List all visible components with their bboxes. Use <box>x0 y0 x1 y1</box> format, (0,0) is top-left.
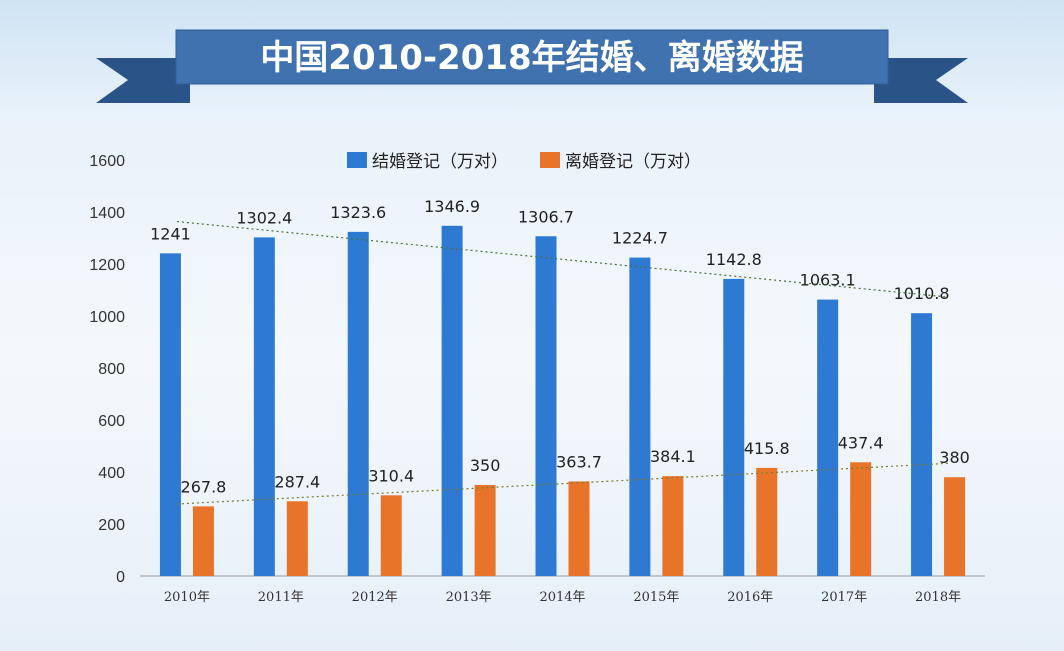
bar-marriage <box>535 236 557 576</box>
x-tick-label: 2011年 <box>258 590 304 605</box>
data-label-marriage: 1224.7 <box>612 229 668 248</box>
x-tick-label: 2017年 <box>821 590 867 605</box>
bar-divorce <box>286 501 308 576</box>
data-label-divorce: 437.4 <box>838 433 884 452</box>
x-tick-label: 2018年 <box>915 590 961 605</box>
legend-label-divorce: 离婚登记（万对） <box>565 152 701 172</box>
legend-swatch-divorce <box>540 152 560 168</box>
trendline-marriage <box>176 220 949 298</box>
banner-ribbon-left <box>96 58 190 103</box>
bar-chart: 0 200 400 600 800 1000 1200 1400 1600 结婚登记（万对） 离婚登… <box>89 152 985 605</box>
data-label-marriage: 1063.1 <box>800 271 856 290</box>
bar-divorce <box>944 477 966 576</box>
x-tick-label: 2010年 <box>164 590 210 605</box>
data-label-divorce: 267.8 <box>181 477 227 496</box>
y-tick-label: 0 <box>116 569 125 586</box>
bar-marriage <box>817 299 839 576</box>
bar-divorce <box>192 506 214 576</box>
bar-marriage <box>629 257 651 576</box>
banner-ribbon-right <box>874 58 968 103</box>
trendline-divorce <box>176 462 949 505</box>
bar-divorce <box>756 467 778 576</box>
data-label-divorce: 287.4 <box>274 472 320 491</box>
bar-marriage <box>159 253 181 576</box>
y-tick-label: 400 <box>98 465 125 482</box>
data-label-marriage: 1010.8 <box>894 284 950 303</box>
legend-label-marriage: 结婚登记（万对） <box>372 152 508 172</box>
y-tick-label: 600 <box>98 413 125 430</box>
data-label-divorce: 363.7 <box>556 452 602 471</box>
y-tick-label: 1000 <box>89 309 125 326</box>
y-tick-label: 1400 <box>89 205 125 222</box>
legend-swatch-marriage <box>347 152 367 168</box>
x-tick-label: 2013年 <box>446 590 492 605</box>
banner-body <box>175 29 889 85</box>
x-tick-label: 2012年 <box>352 590 398 605</box>
y-tick-label: 800 <box>98 361 125 378</box>
data-label-marriage: 1241 <box>150 224 191 243</box>
bar-divorce <box>568 481 590 576</box>
bar-marriage <box>347 231 369 576</box>
chart-title: 中国2010-2018年结婚、离婚数据 <box>260 38 803 78</box>
x-tick-label: 2016年 <box>727 590 773 605</box>
bar-marriage <box>911 313 933 576</box>
bar-marriage <box>253 237 275 576</box>
data-label-marriage: 1142.8 <box>706 250 762 269</box>
bar-marriage <box>441 225 463 576</box>
x-tick-label: 2015年 <box>633 590 679 605</box>
data-label-divorce: 384.1 <box>650 447 696 466</box>
bar-divorce <box>474 485 496 576</box>
data-label-divorce: 415.8 <box>744 439 790 458</box>
y-tick-label: 1200 <box>89 257 125 274</box>
data-label-marriage: 1302.4 <box>236 208 292 227</box>
title-banner: 中国2010-2018年结婚、离婚数据 <box>0 0 1064 110</box>
bar-divorce <box>850 462 872 576</box>
y-tick-label: 200 <box>98 517 125 534</box>
y-tick-label: 1600 <box>89 153 125 170</box>
data-label-marriage: 1306.7 <box>518 207 574 226</box>
data-label-marriage: 1346.9 <box>424 197 480 216</box>
bar-marriage <box>723 278 745 576</box>
data-label-divorce: 310.4 <box>368 466 414 485</box>
data-label-divorce: 350 <box>470 456 501 475</box>
bar-divorce <box>662 476 684 576</box>
data-label-marriage: 1323.6 <box>330 203 386 222</box>
x-tick-label: 2014年 <box>539 590 585 605</box>
bar-divorce <box>380 495 402 576</box>
data-label-divorce: 380 <box>939 448 970 467</box>
